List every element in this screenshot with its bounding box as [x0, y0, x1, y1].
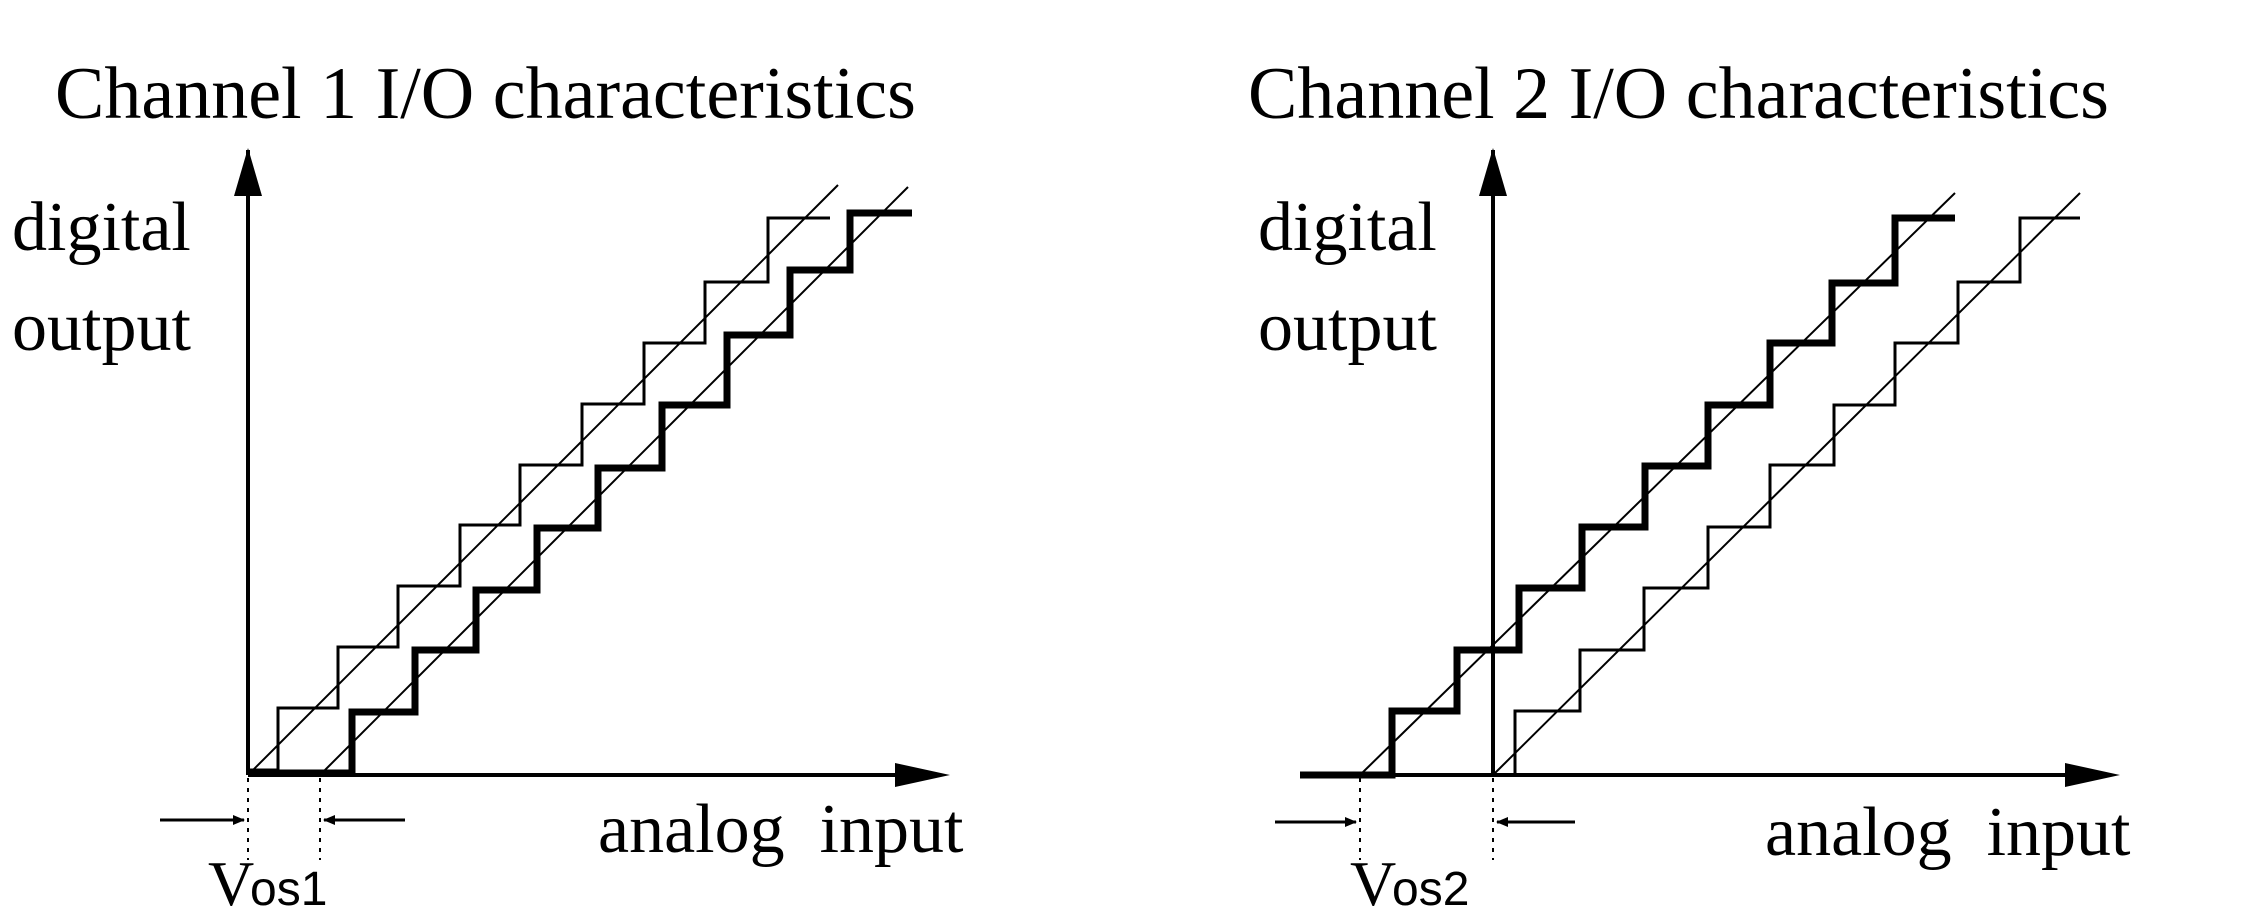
channel1-title: Channel 1 I/O characteristics [55, 53, 916, 135]
channel2-ideal-staircase [1493, 216, 2080, 777]
channel2-x-label: analog input [1765, 794, 2131, 871]
channel2-y-label-line2: output [1258, 289, 1437, 366]
channel1-offset-label-sub: os1 [250, 863, 327, 916]
channel2-ideal-line [1492, 192, 2081, 776]
channel1-offset-label-v: V [208, 848, 254, 916]
channel2-y-axis-arrowhead [1479, 148, 1507, 196]
channel2-x-axis-arrowhead [2065, 763, 2120, 787]
channel1-panel: Channel 1 I/O characteristics digital ou… [12, 53, 964, 916]
channel1-offset-line [319, 186, 909, 776]
channel1-offset-staircase [248, 209, 912, 777]
channel1-y-label-line2: output [12, 289, 191, 366]
channel1-ideal-staircase [248, 216, 830, 772]
channel1-y-axis-arrowhead [234, 148, 262, 196]
channel2-offset-label-sub: os2 [1392, 863, 1469, 916]
channel2-offset-label-v: V [1350, 848, 1396, 916]
channel2-title: Channel 2 I/O characteristics [1248, 53, 2109, 135]
channel1-x-label: analog input [598, 791, 964, 868]
channel2-offset-staircase [1300, 214, 1955, 779]
channel2-y-label-line1: digital [1258, 189, 1437, 266]
channel1-y-label-line1: digital [12, 189, 191, 266]
channel2-panel: Channel 2 I/O characteristics digital ou… [1248, 53, 2131, 916]
channel1-x-axis-arrowhead [895, 763, 950, 787]
